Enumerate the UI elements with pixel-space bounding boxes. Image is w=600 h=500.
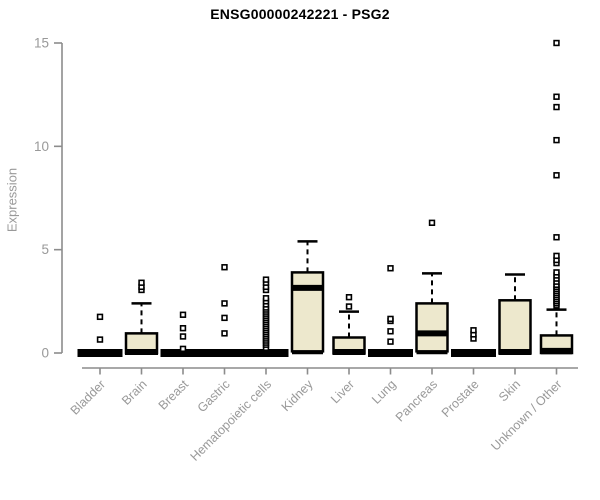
y-tick-label: 5: [41, 242, 49, 257]
x-tick-label-lung: Lung: [369, 377, 399, 407]
chart-title: ENSG00000242221 - PSG2: [210, 6, 390, 22]
outlier-point-lung: [387, 315, 394, 323]
x-tick-label-bladder: Bladder: [68, 377, 108, 417]
x-tick-label-gastric: Gastric: [195, 377, 233, 415]
x-tick-label-breast: Breast: [156, 377, 192, 413]
outlier-point-liver: [345, 293, 353, 301]
outlier-point-hematopoietic-cells: [262, 295, 270, 302]
flat-box-gastric: [202, 349, 247, 357]
outlier-point-breast: [179, 333, 187, 340]
outlier-point-unknown-other: [553, 39, 560, 47]
flat-box-lung: [368, 349, 413, 357]
outlier-point-prostate: [470, 327, 477, 334]
box-pancreas: [415, 302, 449, 353]
outlier-point-unknown-other: [553, 172, 560, 179]
outlier-point-breast: [179, 345, 187, 353]
x-tick-label-kidney: Kidney: [279, 377, 316, 414]
y-tick-label: 15: [34, 36, 49, 51]
flat-box-bladder: [77, 349, 123, 357]
x-tick-label-hematopoietic-cells: Hematopoietic cells: [188, 377, 275, 464]
outlier-point-gastric: [221, 330, 228, 337]
outlier-point-lung: [387, 328, 394, 335]
outlier-point-brain: [138, 279, 145, 286]
flat-box-hematopoietic-cells: [243, 349, 289, 357]
outlier-point-lung: [387, 265, 394, 272]
flat-box-breast: [160, 349, 206, 357]
x-tick-label-skin: Skin: [496, 377, 523, 404]
flat-box-prostate: [451, 349, 496, 357]
outlier-point-gastric: [221, 300, 228, 307]
x-tick-label-prostate: Prostate: [439, 377, 482, 420]
outlier-point-liver: [345, 303, 353, 310]
x-tick-label-liver: Liver: [328, 377, 357, 406]
y-tick-label: 0: [41, 346, 49, 361]
x-tick-label-pancreas: Pancreas: [393, 377, 440, 424]
outlier-point-unknown-other: [553, 93, 560, 100]
outlier-point-pancreas: [428, 219, 436, 226]
outlier-point-unknown-other: [553, 269, 560, 276]
outlier-point-breast: [179, 311, 187, 318]
box-kidney: [290, 271, 325, 353]
y-axis-label: Expression: [4, 167, 20, 233]
x-tick-label-brain: Brain: [119, 377, 150, 408]
y-tick-label: 10: [34, 139, 49, 154]
outlier-point-lung: [387, 338, 394, 345]
outlier-point-unknown-other: [553, 252, 560, 260]
outlier-point-bladder: [96, 336, 104, 343]
outlier-point-unknown-other: [553, 103, 560, 111]
outlier-point-unknown-other: [553, 136, 560, 144]
box-skin: [498, 299, 532, 355]
outlier-point-breast: [179, 324, 187, 332]
x-tick-label-unknown-other: Unknown / Other: [488, 377, 564, 453]
outlier-point-bladder: [96, 313, 104, 321]
outlier-point-unknown-other: [553, 234, 560, 241]
outlier-point-hematopoietic-cells: [262, 276, 270, 283]
outlier-point-gastric: [221, 314, 228, 322]
outlier-point-gastric: [221, 264, 228, 271]
